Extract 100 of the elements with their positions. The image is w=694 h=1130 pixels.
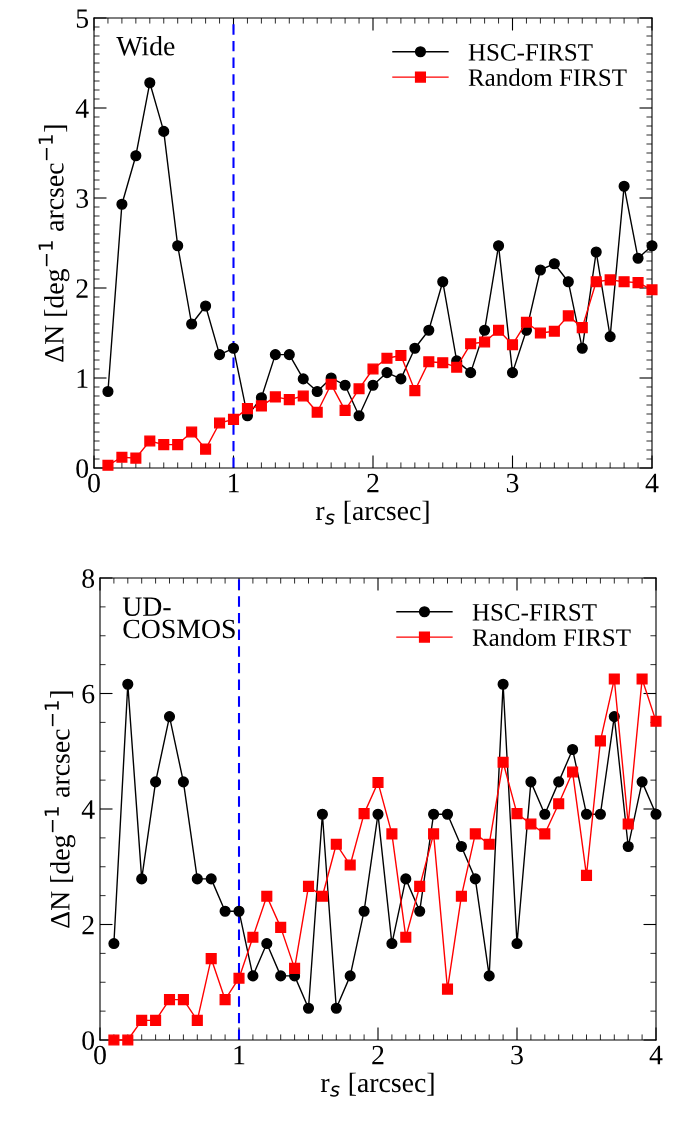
point — [562, 310, 574, 322]
point — [344, 859, 356, 871]
point — [548, 325, 560, 337]
point — [539, 808, 551, 820]
legend-label: HSC-FIRST — [468, 43, 593, 61]
point — [255, 400, 267, 412]
point — [372, 776, 384, 788]
point — [205, 873, 217, 885]
point — [344, 970, 356, 982]
point — [497, 756, 509, 768]
point — [646, 284, 658, 296]
point — [441, 983, 454, 995]
point — [534, 327, 546, 339]
point — [395, 349, 407, 362]
point — [172, 240, 184, 252]
point — [150, 776, 162, 788]
point — [358, 905, 370, 917]
point — [553, 798, 565, 810]
point — [622, 840, 634, 853]
point — [219, 994, 231, 1006]
point — [636, 673, 648, 685]
x-tick-label: 2 — [372, 1045, 384, 1065]
point — [297, 373, 309, 385]
point — [511, 938, 523, 950]
point — [122, 1034, 134, 1046]
y-tick-label: 2 — [76, 279, 88, 298]
x-tick-label: 1 — [229, 473, 239, 493]
point — [622, 818, 634, 830]
point — [136, 873, 148, 885]
point — [302, 1002, 315, 1014]
y-tick-label: 4 — [81, 800, 95, 819]
point — [469, 873, 481, 885]
point — [158, 125, 170, 137]
point — [353, 383, 365, 395]
point — [372, 808, 384, 820]
point — [247, 931, 259, 943]
annotation: Wide — [116, 36, 175, 56]
point — [191, 873, 203, 885]
point — [289, 962, 301, 974]
point — [339, 404, 351, 416]
x-tick-label: 3 — [511, 1045, 523, 1065]
point — [562, 276, 574, 288]
y-tick-label: 0 — [76, 459, 89, 478]
point — [636, 776, 648, 788]
point — [177, 776, 189, 788]
point — [548, 258, 560, 270]
point — [213, 417, 226, 429]
point — [479, 336, 491, 348]
point — [116, 451, 128, 463]
point — [108, 938, 120, 950]
point — [604, 331, 616, 343]
point — [632, 252, 644, 264]
x-tick-label: 3 — [506, 473, 519, 493]
point — [465, 367, 477, 379]
point — [590, 276, 602, 288]
point — [177, 994, 189, 1006]
point — [506, 367, 519, 379]
y-tick-label: 0 — [82, 1031, 95, 1050]
point — [191, 1014, 203, 1026]
point — [269, 391, 281, 403]
y-tick-label: 8 — [82, 569, 95, 588]
point — [511, 808, 523, 820]
point — [590, 246, 602, 258]
point — [241, 403, 254, 415]
point — [219, 905, 231, 917]
point — [553, 776, 565, 788]
point — [163, 711, 176, 723]
y-tick-label: 1 — [77, 369, 88, 388]
point — [227, 413, 240, 425]
point — [136, 1014, 148, 1026]
point — [576, 342, 588, 354]
point — [227, 342, 240, 354]
point — [367, 363, 379, 375]
point — [395, 373, 407, 385]
point — [353, 410, 365, 422]
point — [144, 77, 156, 89]
point — [144, 435, 156, 447]
point — [423, 324, 435, 336]
point — [108, 1034, 120, 1046]
y-tick-label: 6 — [82, 684, 95, 704]
point — [594, 735, 606, 747]
x-tick-label: 2 — [367, 473, 379, 493]
point — [311, 385, 323, 398]
point — [455, 890, 467, 902]
point — [130, 452, 142, 464]
y-tick-label: 4 — [75, 99, 89, 118]
point — [261, 938, 273, 950]
legend-label: Random FIRST — [468, 68, 627, 87]
point — [339, 379, 351, 391]
y-tick-label: 5 — [76, 9, 89, 28]
point — [646, 240, 658, 252]
point — [492, 324, 505, 336]
legend-label: HSC-FIRST — [472, 603, 597, 621]
point — [618, 276, 630, 288]
point — [330, 838, 342, 850]
point — [400, 931, 412, 943]
point — [580, 869, 593, 881]
point — [316, 890, 328, 902]
point — [525, 818, 537, 830]
point — [116, 198, 128, 210]
